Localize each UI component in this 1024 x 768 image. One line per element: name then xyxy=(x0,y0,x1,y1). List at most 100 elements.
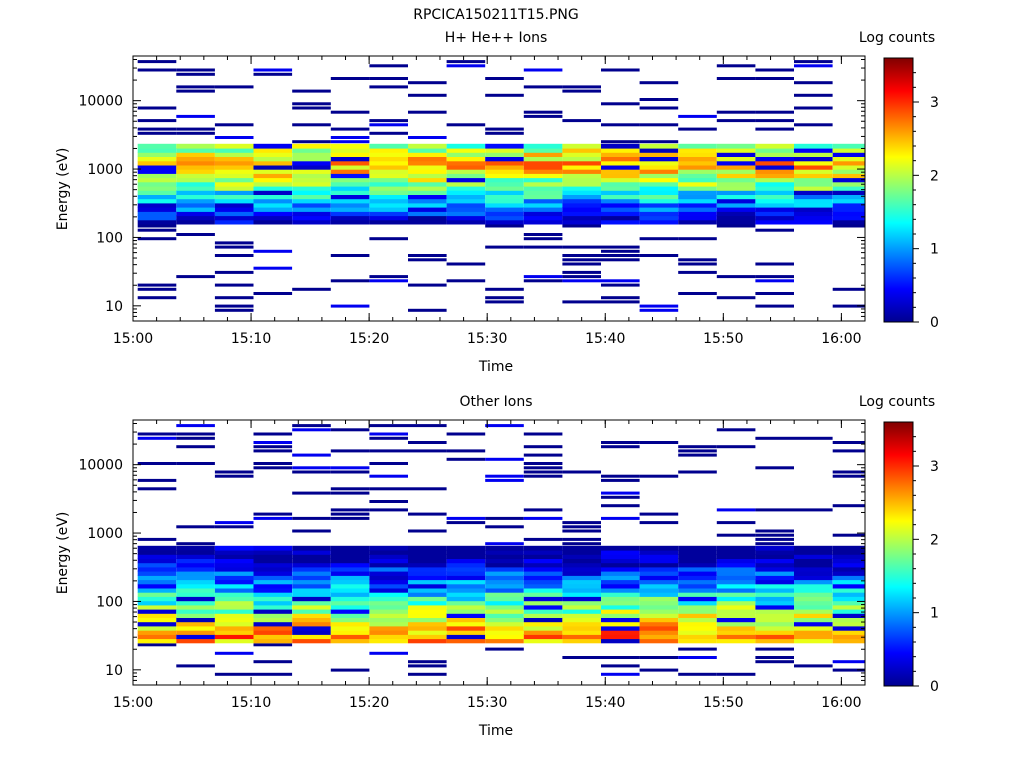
heatmap-cell xyxy=(137,558,177,564)
heatmap-cell xyxy=(253,194,293,200)
heatmap-cell xyxy=(716,211,756,217)
heatmap-cell xyxy=(485,592,524,597)
heatmap-cell xyxy=(253,169,293,174)
heatmap-cell xyxy=(716,224,756,228)
heatmap-cell xyxy=(678,449,717,453)
heatmap-cell xyxy=(678,550,717,555)
heatmap-cell xyxy=(253,554,293,559)
heatmap-cell xyxy=(369,275,408,279)
heatmap-cell xyxy=(214,123,254,127)
heatmap-cell xyxy=(176,68,215,72)
heatmap-cell xyxy=(832,156,865,162)
heatmap-cell xyxy=(639,575,679,581)
heatmap-cell xyxy=(832,148,865,153)
heatmap-cell xyxy=(678,587,717,593)
heatmap-cell xyxy=(485,474,524,478)
heatmap-cell xyxy=(176,625,215,631)
heatmap-cell xyxy=(716,186,756,191)
heatmap-cell xyxy=(446,558,486,564)
heatmap-cell xyxy=(716,533,756,537)
heatmap-cell xyxy=(678,604,717,610)
heatmap-cell xyxy=(678,566,717,572)
heatmap-cell xyxy=(562,279,601,283)
heatmap-cell xyxy=(794,164,833,170)
heatmap-cell xyxy=(794,571,833,576)
heatmap-cell xyxy=(485,596,524,602)
heatmap-cell xyxy=(369,436,408,440)
heatmap-cell xyxy=(176,575,215,581)
x-tick-label: 15:20 xyxy=(349,695,389,711)
heatmap-cell xyxy=(794,215,833,221)
heatmap-cell xyxy=(369,432,408,436)
heatmap-cell xyxy=(214,587,254,593)
heatmap-cell xyxy=(485,143,524,149)
heatmap-cell xyxy=(408,143,447,149)
heatmap-cell xyxy=(678,160,717,166)
heatmap-cell xyxy=(137,550,177,555)
heatmap-cell xyxy=(330,164,370,170)
heatmap-cell xyxy=(137,202,177,208)
axes: 15:00 15:10 15:20 15:30 15:40 15:50 16:00 10 100… xyxy=(78,56,866,347)
heatmap-cell xyxy=(292,173,331,179)
heatmap-cell xyxy=(601,211,640,217)
heatmap-cell xyxy=(601,143,640,149)
heatmap-cell xyxy=(678,194,717,200)
heatmap-cell xyxy=(292,106,331,110)
heatmap-cell xyxy=(330,621,370,627)
heatmap-cell xyxy=(369,202,408,208)
heatmap-cell xyxy=(639,550,679,555)
heatmap-cell xyxy=(253,660,293,664)
heatmap-cell xyxy=(716,181,756,187)
heatmap-cell xyxy=(137,537,177,541)
heatmap-cell xyxy=(716,148,756,153)
heatmap-cell xyxy=(408,660,447,664)
heatmap-cell xyxy=(523,609,563,614)
y-tick-label: 1000 xyxy=(87,162,123,178)
heatmap-cell xyxy=(716,600,756,606)
heatmap-cell xyxy=(755,529,794,533)
heatmap-cell xyxy=(832,164,865,170)
heatmap-cell xyxy=(292,609,331,614)
heatmap-cell xyxy=(523,575,563,581)
heatmap-cell xyxy=(330,160,370,166)
heatmap-cell xyxy=(523,194,563,200)
heatmap-cell xyxy=(485,525,524,529)
heatmap-cell xyxy=(601,254,640,257)
heatmap-cell xyxy=(485,609,524,614)
heatmap-cell xyxy=(253,462,293,465)
heatmap-cell xyxy=(446,432,486,436)
heatmap-cell xyxy=(601,634,640,640)
heatmap-cell xyxy=(794,583,833,589)
heatmap-cell xyxy=(678,219,717,225)
heatmap-cell xyxy=(330,575,370,581)
heatmap-cell xyxy=(253,587,293,593)
heatmap-cell xyxy=(678,207,717,212)
heatmap-cell xyxy=(601,495,640,499)
heatmap-cell xyxy=(292,579,331,585)
heatmap-cell xyxy=(214,143,254,149)
heatmap-cell xyxy=(562,583,601,589)
heatmap-cell xyxy=(369,592,408,597)
heatmap-cell xyxy=(137,131,177,135)
heatmap-cell xyxy=(755,177,794,183)
heatmap-cell xyxy=(794,106,833,110)
heatmap-cell xyxy=(601,504,640,508)
heatmap-cell xyxy=(408,207,447,212)
heatmap-cell xyxy=(523,462,563,465)
heatmap-cell xyxy=(832,202,865,208)
heatmap-cell xyxy=(330,207,370,212)
heatmap-cell xyxy=(755,202,794,208)
colorbar xyxy=(883,57,914,323)
heatmap-cell xyxy=(408,173,447,179)
heatmap-cell xyxy=(176,554,215,559)
heatmap-cell xyxy=(214,613,254,618)
heatmap-cell xyxy=(292,621,331,627)
heatmap-cell xyxy=(408,621,447,627)
heatmap-cell xyxy=(639,625,679,631)
heatmap-cell xyxy=(446,64,486,68)
heatmap-cell xyxy=(601,575,640,581)
heatmap-cells xyxy=(137,424,865,676)
heatmap-cell xyxy=(214,609,254,614)
heatmap-cell xyxy=(716,110,756,114)
heatmap-cell xyxy=(446,575,486,581)
